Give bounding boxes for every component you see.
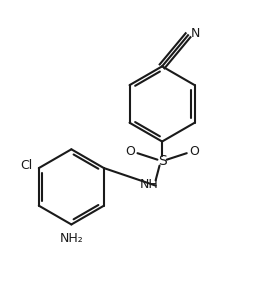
Text: NH₂: NH₂ [59,232,83,245]
Text: N: N [191,28,200,41]
Text: Cl: Cl [20,159,32,172]
Text: S: S [158,154,166,168]
Text: NH: NH [140,178,159,191]
Text: O: O [125,145,135,158]
Text: O: O [189,145,199,158]
